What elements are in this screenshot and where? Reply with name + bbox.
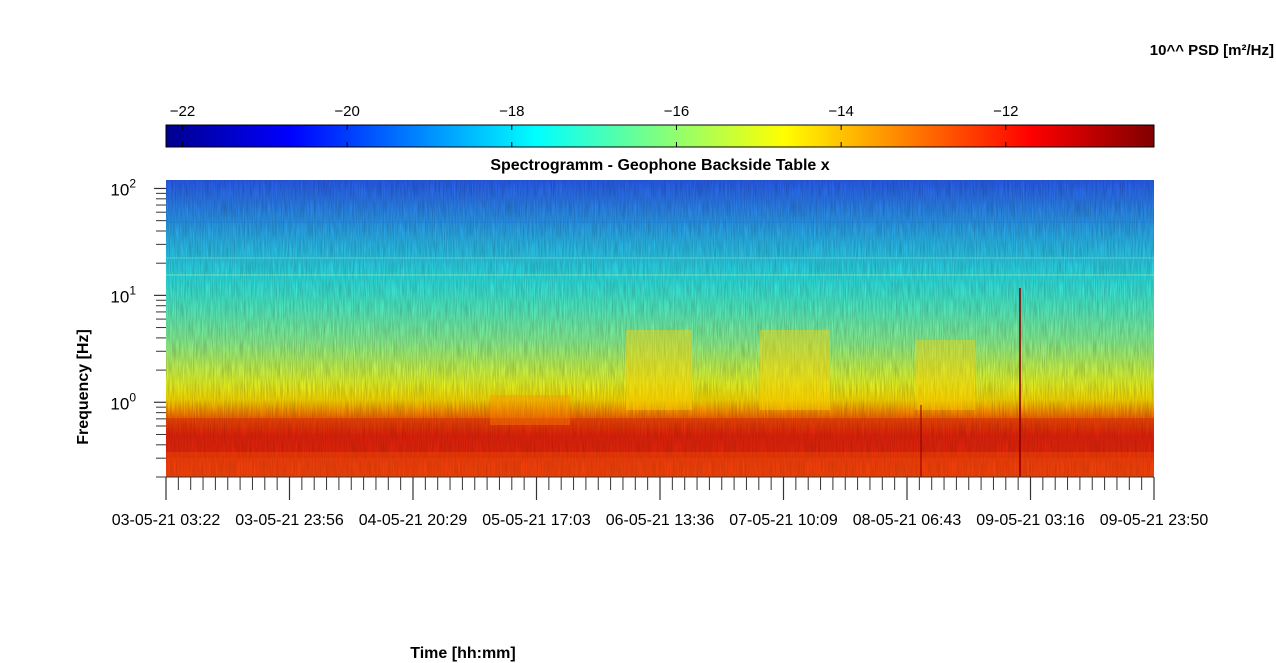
- colorbar-tick-label: −14: [828, 103, 853, 120]
- colorbar-label: 10^^ PSD [m²/Hz]: [1150, 42, 1274, 59]
- y-minor-ticks: [156, 192, 166, 478]
- activity-patch: [626, 330, 692, 410]
- colorbar-tick-label: −18: [499, 103, 524, 120]
- y-major-ticks: 100 101 102: [110, 176, 166, 413]
- colorbar-tick-label: −16: [664, 103, 689, 120]
- colorbar-gradient: [165, 124, 1155, 148]
- x-tick-label: 08-05-21 06:43: [853, 512, 962, 529]
- y-axis: 100 101 102 Frequency [Hz]: [75, 176, 166, 478]
- x-tick-label: 04-05-21 20:29: [359, 512, 468, 529]
- x-tick-label: 03-05-21 23:56: [235, 512, 344, 529]
- colorbar-tick-label: −22: [170, 103, 195, 120]
- x-tick-label: 06-05-21 13:36: [606, 512, 715, 529]
- y-axis-label: Frequency [Hz]: [75, 329, 92, 445]
- y-tick-label: 102: [110, 176, 136, 199]
- activity-patch: [915, 340, 975, 410]
- activity-patch: [490, 395, 570, 425]
- plot-area: [166, 180, 1154, 477]
- y-tick-label: 100: [110, 390, 136, 413]
- colorbar-tick-label: −12: [993, 103, 1018, 120]
- x-axis-label: Time [hh:mm]: [410, 645, 515, 662]
- x-tick-label: 03-05-21 03:22: [112, 512, 221, 529]
- low-frequency-band: [166, 418, 1154, 458]
- y-tick-label: 101: [110, 283, 136, 306]
- x-ticks: [165, 477, 1155, 500]
- spectrogram-texture: [166, 180, 1154, 477]
- x-tick-label: 05-05-21 17:03: [482, 512, 591, 529]
- x-tick-label: 07-05-21 10:09: [729, 512, 838, 529]
- colorbar-ticks: −22 −20 −18 −16 −14 −12: [170, 103, 1019, 147]
- chart-title: Spectrogramm - Geophone Backside Table x: [490, 157, 829, 174]
- colorbar: −22 −20 −18 −16 −14 −12: [165, 103, 1155, 148]
- x-tick-label: 09-05-21 23:50: [1100, 512, 1209, 529]
- x-axis: 03-05-21 03:22 03-05-21 23:56 04-05-21 20:…: [112, 476, 1209, 662]
- x-tick-labels: 03-05-21 03:22 03-05-21 23:56 04-05-21 20:…: [112, 512, 1209, 529]
- colorbar-tick-label: −20: [334, 103, 359, 120]
- activity-patch: [760, 330, 830, 410]
- x-tick-label: 09-05-21 03:16: [976, 512, 1085, 529]
